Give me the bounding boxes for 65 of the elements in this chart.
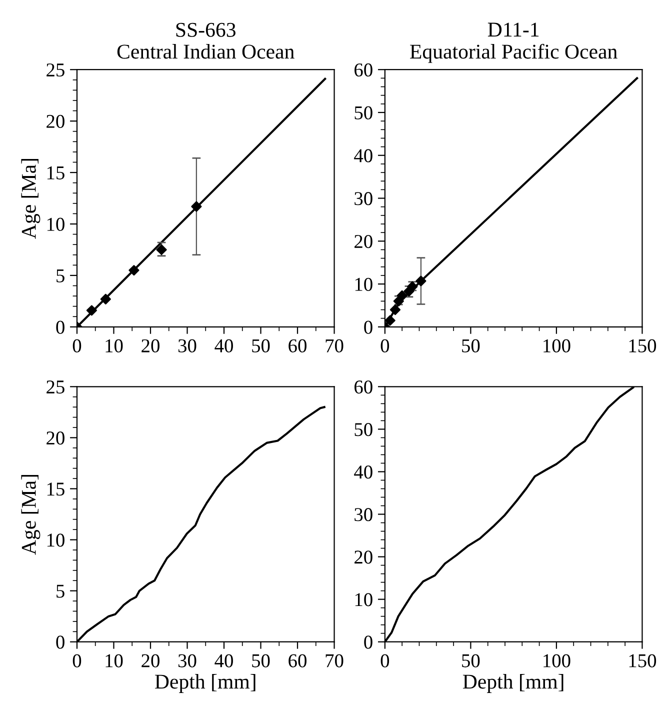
y-tick-label: 15 <box>47 166 64 180</box>
x-tick-label: 50 <box>462 654 480 668</box>
y-tick-label: 20 <box>46 432 64 445</box>
y-tick-label: 10 <box>355 278 372 291</box>
chart-title: SS-663 Central Indian Ocean <box>117 22 294 59</box>
x-axis-title: Depth [mm] <box>462 674 564 693</box>
y-axis-title: Age [Ma] <box>21 475 40 555</box>
y-tick-label: 40 <box>354 466 372 479</box>
x-tick-label: 10 <box>106 339 123 352</box>
y-tick-label: 60 <box>354 380 372 394</box>
y-tick-label: 5 <box>56 584 64 598</box>
y-tick-label: 30 <box>354 192 372 206</box>
x-tick-label: 0 <box>380 654 390 668</box>
x-tick-label: 150 <box>629 654 656 668</box>
x-tick-label: 10 <box>106 654 123 668</box>
x-tick-label: 50 <box>252 339 270 352</box>
y-tick-label: 10 <box>47 534 64 547</box>
point <box>156 244 167 256</box>
x-tick-label: 0 <box>72 339 82 352</box>
x-tick-label: 0 <box>380 339 390 352</box>
point <box>396 290 408 301</box>
chart-title: D11-1 Equatorial Pacific Ocean <box>410 22 618 63</box>
y-tick-label: 20 <box>354 234 372 248</box>
y-tick-label: 30 <box>354 508 372 522</box>
x-tick-label: 30 <box>178 339 196 352</box>
x-tick-label: 70 <box>326 339 344 352</box>
y-tick-label: 50 <box>354 422 372 436</box>
y-tick-label: 20 <box>46 114 64 128</box>
point <box>86 305 97 316</box>
point <box>128 264 140 276</box>
y-tick-label: 0 <box>364 636 372 649</box>
x-tick-label: 40 <box>214 654 233 668</box>
y-tick-label: 10 <box>355 593 372 606</box>
x-tick-label: 60 <box>288 339 306 352</box>
y-tick-label: 20 <box>354 550 372 564</box>
y-tick-label: 60 <box>354 63 372 77</box>
x-tick-label: 20 <box>142 339 160 352</box>
y-axis-title: Age [Ma] <box>21 159 40 239</box>
y-tick-label: 0 <box>56 320 64 334</box>
y-tick-label: 0 <box>364 320 372 334</box>
y-tick-label: 25 <box>46 380 64 394</box>
point <box>191 201 202 212</box>
x-tick-label: 20 <box>142 654 160 668</box>
x-tick-label: 50 <box>462 339 480 352</box>
y-tick-label: 40 <box>354 149 372 162</box>
x-tick-label: 150 <box>629 339 656 352</box>
point <box>390 304 401 316</box>
y-tick-label: 50 <box>354 106 372 120</box>
y-tick-label: 15 <box>47 482 64 496</box>
x-tick-label: 70 <box>326 654 344 668</box>
x-tick-label: 60 <box>288 654 306 668</box>
point <box>384 315 396 326</box>
x-tick-label: 30 <box>178 654 196 668</box>
y-tick-label: 10 <box>47 218 64 231</box>
y-tick-label: 0 <box>56 636 64 649</box>
point <box>100 294 111 304</box>
x-tick-label: 0 <box>72 654 82 668</box>
y-tick-label: 25 <box>46 63 64 77</box>
x-tick-label: 100 <box>544 339 570 352</box>
x-tick-label: 50 <box>252 654 270 668</box>
x-axis-title: Depth [mm] <box>155 674 256 693</box>
y-tick-label: 5 <box>56 269 64 282</box>
x-tick-label: 40 <box>214 339 233 352</box>
point <box>416 276 426 286</box>
x-tick-label: 100 <box>544 654 570 668</box>
